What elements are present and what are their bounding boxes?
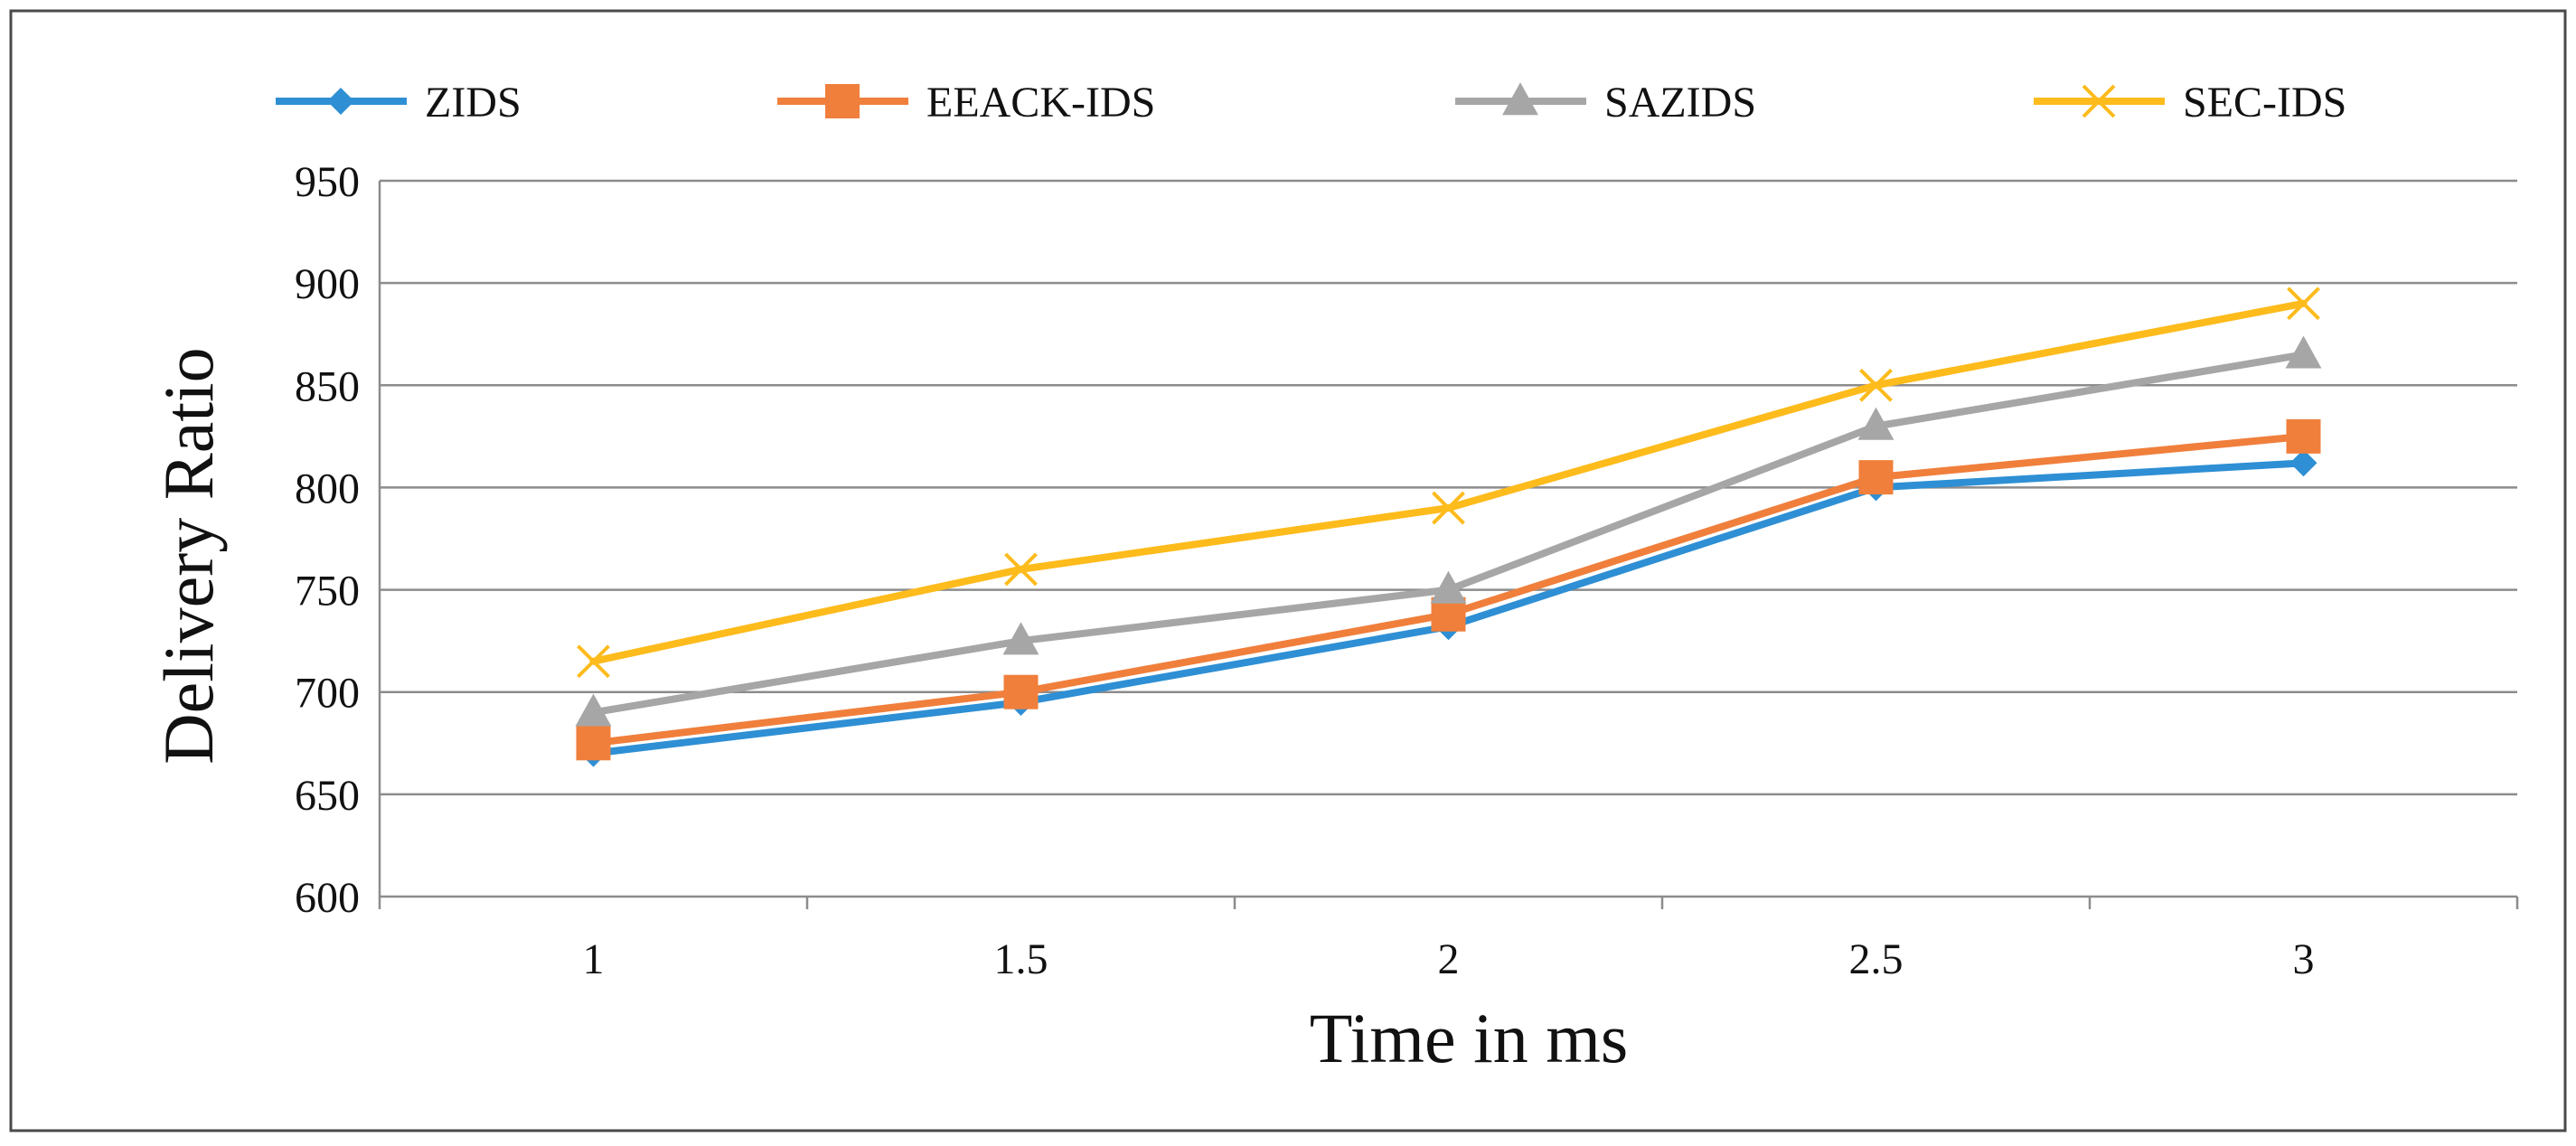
data-point-sec-ids-2 [1432, 491, 1465, 525]
axes: 600 650 700 750 800 850 900 950 1 1.5 2 2.5 3 [295, 158, 2519, 983]
y-tick-label-850: 850 [295, 362, 360, 410]
legend: ZIDS EEACK-IDS SAZIDS SEC-IDS [276, 79, 2346, 127]
x-tick-label-1: 1 [583, 935, 605, 983]
data-point-eeack-ids-1 [1003, 674, 1039, 709]
data-point-sec-ids-2-stroke-b [1432, 491, 1465, 525]
legend-item-sec-ids: SEC-IDS [2034, 79, 2346, 127]
legend-label-sec-ids: SEC-IDS [2183, 79, 2346, 127]
y-tick-label-950: 950 [295, 158, 360, 206]
data-point-sec-ids-0 [577, 644, 610, 679]
y-tick-label-600: 600 [295, 874, 360, 922]
x-tick-label-3: 3 [2293, 935, 2315, 983]
data-point-eeack-ids-4 [2286, 418, 2321, 454]
data-point-eeack-ids-0 [576, 726, 611, 761]
legend-item-sazids: SAZIDS [1455, 79, 1756, 127]
series-markers [575, 286, 2322, 767]
data-point-sec-ids-0-stroke-b [577, 644, 610, 679]
legend-marker-sec-ids-stroke-b [2082, 84, 2116, 118]
data-point-sazids-4 [2285, 335, 2322, 369]
data-point-sec-ids-1-stroke-b [1004, 552, 1038, 587]
data-point-sec-ids-4-stroke-b [2287, 286, 2320, 321]
data-point-sec-ids-1 [1004, 552, 1038, 587]
chart-frame [9, 9, 2567, 1132]
data-point-sazids-1 [1002, 622, 1039, 655]
legend-marker-eeack-ids [825, 84, 860, 118]
x-tick-label-2-5: 2.5 [1849, 935, 1904, 983]
data-point-zids-4 [2289, 449, 2317, 477]
legend-item-zids: ZIDS [276, 79, 522, 127]
data-point-eeack-ids-3 [1858, 460, 1894, 495]
data-point-sec-ids-3 [1859, 368, 1893, 402]
legend-item-eeack-ids: EEACK-IDS [777, 79, 1155, 127]
y-axis-title: Delivery Ratio [149, 347, 228, 764]
legend-marker-sazids [1502, 82, 1538, 116]
data-point-sec-ids-4 [2287, 286, 2320, 321]
data-point-sec-ids-3-stroke-b [1859, 368, 1893, 402]
data-point-sazids-2 [1430, 570, 1467, 604]
y-tick-label-900: 900 [295, 260, 360, 308]
legend-label-sazids: SAZIDS [1604, 79, 1756, 127]
y-tick-label-750: 750 [295, 568, 360, 615]
legend-label-eeack-ids: EEACK-IDS [926, 79, 1155, 127]
x-tick-label-2: 2 [1438, 935, 1460, 983]
x-axis-title: Time in ms [1310, 999, 1629, 1077]
legend-marker-sec-ids [2082, 84, 2116, 118]
x-tick-label-1-5: 1.5 [994, 935, 1048, 983]
legend-marker-zids [327, 88, 354, 115]
y-tick-label-700: 700 [295, 670, 360, 718]
y-tick-label-800: 800 [295, 465, 360, 512]
legend-label-zids: ZIDS [425, 79, 522, 127]
data-point-sazids-0 [575, 693, 612, 727]
data-point-sazids-3 [1857, 407, 1894, 440]
y-tick-label-650: 650 [295, 772, 360, 820]
